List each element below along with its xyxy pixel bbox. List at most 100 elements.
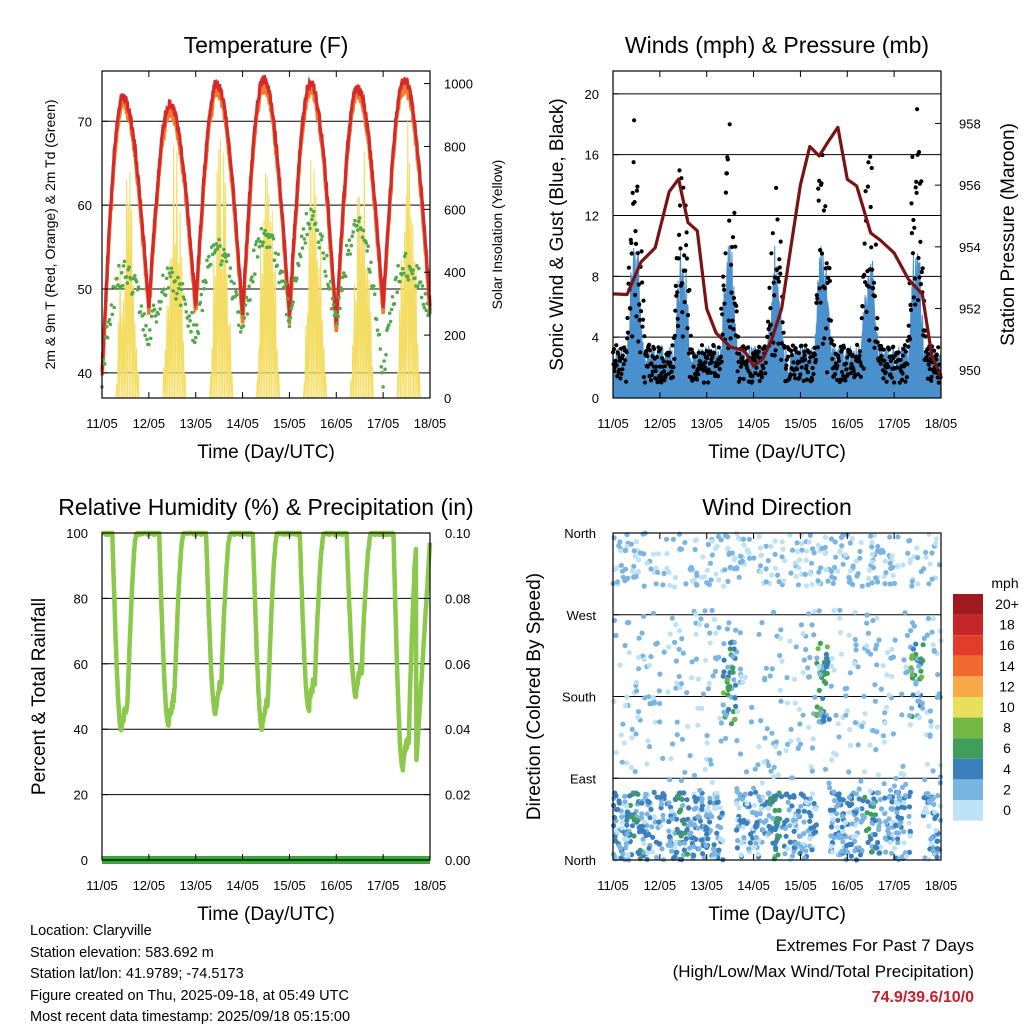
gust-point	[634, 188, 640, 193]
direction-point	[691, 772, 698, 779]
gust-point	[855, 342, 860, 347]
direction-point	[800, 670, 806, 676]
y2-tick-label: 0.10	[445, 526, 470, 541]
dewpoint-point	[199, 292, 204, 297]
direction-point	[741, 834, 747, 841]
direction-point	[668, 756, 674, 762]
direction-point	[853, 791, 859, 797]
extremes-box: Extremes For Past 7 Days (High/Low/Max W…	[673, 933, 974, 1011]
direction-point	[797, 833, 803, 839]
direction-point	[699, 806, 705, 812]
gust-point	[858, 374, 864, 379]
direction-point	[733, 703, 739, 710]
direction-point	[766, 830, 772, 836]
gust-point	[670, 343, 675, 348]
direction-point	[899, 712, 905, 718]
dewpoint-point	[406, 277, 411, 282]
y2-tick-label: 0.02	[445, 788, 470, 803]
dewpoint-point	[165, 266, 170, 271]
dewpoint-point	[119, 271, 124, 275]
dewpoint-point	[184, 310, 189, 314]
dewpoint-point	[419, 295, 424, 300]
direction-point	[907, 789, 914, 795]
direction-point	[787, 794, 793, 800]
gust-point	[911, 217, 916, 223]
dewpoint-point	[255, 255, 260, 259]
gust-point	[797, 359, 803, 364]
direction-point	[771, 773, 777, 780]
direction-point	[646, 694, 652, 700]
gust-point	[699, 343, 705, 348]
direction-point	[859, 723, 865, 730]
direction-point	[837, 607, 843, 613]
direction-point	[933, 541, 939, 547]
gust-point	[817, 286, 822, 291]
gust-point	[776, 341, 781, 346]
direction-point	[789, 803, 795, 809]
direction-point	[656, 841, 663, 847]
y2-tick-label: 800	[444, 139, 466, 154]
y2-tick-label: 0.04	[445, 722, 470, 737]
direction-point	[937, 628, 943, 634]
gust-point	[836, 355, 841, 360]
dewpoint-point	[347, 238, 352, 242]
direction-point	[654, 794, 660, 800]
dewpoint-point	[151, 303, 156, 308]
gust-point	[845, 372, 850, 377]
gust-point	[723, 190, 729, 195]
direction-point	[887, 839, 893, 845]
gust-point	[752, 358, 758, 363]
gust-point	[671, 365, 676, 370]
winds-pressure-panel: 11/05 12/05 13/05 14/05 15/05 16/05 17/05 18/05…	[547, 32, 1019, 463]
dewpoint-point	[160, 290, 164, 294]
direction-point	[762, 675, 768, 681]
direction-point	[910, 692, 916, 698]
direction-point	[647, 815, 653, 821]
gust-point	[736, 359, 741, 364]
gust-point	[667, 350, 672, 355]
gust-point	[768, 322, 774, 327]
y2-tick-label: 956	[959, 178, 981, 193]
direction-point	[913, 641, 919, 647]
direction-point	[734, 845, 741, 851]
gust-point	[720, 312, 725, 317]
direction-point	[723, 712, 729, 718]
direction-point	[802, 571, 808, 578]
direction-point	[874, 662, 880, 668]
direction-point	[795, 737, 802, 743]
direction-point	[922, 805, 929, 811]
direction-point	[874, 845, 880, 851]
direction-point	[909, 705, 915, 711]
direction-point	[682, 769, 688, 775]
direction-point	[638, 815, 645, 821]
direction-point	[734, 708, 741, 715]
direction-point	[859, 583, 865, 589]
gust-point	[848, 349, 853, 354]
dewpoint-point	[372, 284, 376, 288]
direction-point	[697, 787, 703, 794]
dewpoint-point	[411, 268, 415, 272]
gust-point	[869, 165, 874, 171]
direction-point	[933, 536, 940, 542]
y2-tick-label: 952	[959, 302, 981, 317]
x-tick-label: 14/05	[737, 416, 770, 431]
direction-point	[792, 560, 799, 566]
y-tick-label: 60	[74, 657, 88, 672]
dewpoint-point	[170, 270, 175, 275]
direction-point	[695, 813, 701, 820]
gust-point	[874, 326, 879, 331]
direction-point	[882, 558, 888, 564]
direction-point	[858, 540, 864, 546]
direction-point	[737, 630, 743, 636]
direction-point	[624, 817, 630, 824]
direction-point	[896, 830, 902, 836]
direction-point	[738, 852, 744, 858]
y-tick-label: 40	[78, 366, 92, 381]
dewpoint-point	[387, 311, 392, 316]
direction-point	[853, 642, 859, 648]
direction-point	[624, 803, 630, 809]
direction-point	[660, 812, 666, 818]
gust-point	[888, 358, 894, 364]
dewpoint-point	[418, 280, 423, 284]
direction-point	[934, 838, 940, 845]
